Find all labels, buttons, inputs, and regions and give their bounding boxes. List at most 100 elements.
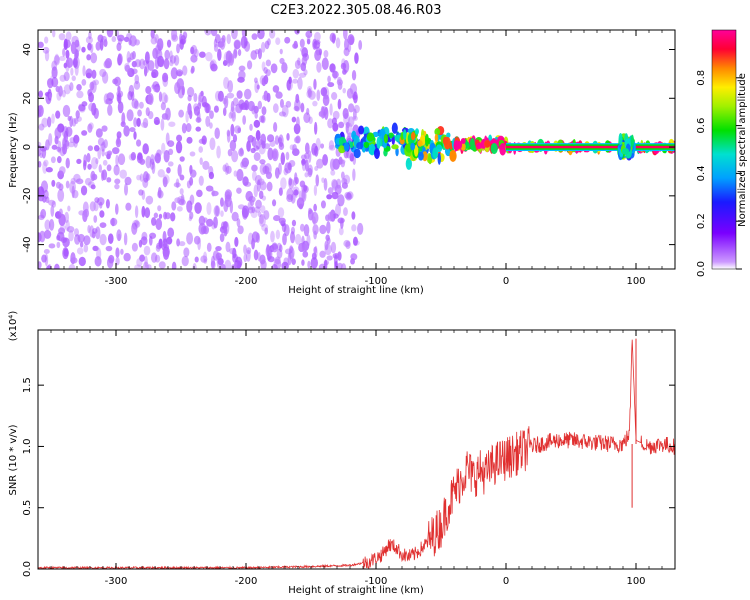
spectrogram-cell [58,85,63,97]
spectrogram-cell [224,259,232,269]
spectrogram-cell [48,243,56,249]
spectrogram-cell [95,128,103,138]
spectrogram-cell [424,133,429,147]
spectrogram-cell [283,167,289,176]
spectrogram-cell [87,225,91,234]
spectrogram-cell [74,49,80,59]
spectrogram-cell [74,228,80,237]
spectrogram-cell [238,148,245,157]
spectrogram-cell [318,111,324,117]
spectrogram-cell [61,89,66,98]
spectrogram-cell [376,136,381,150]
spectrogram-cell [300,102,305,113]
spectrogram-cell [158,213,163,219]
spectrogram-cell [123,232,128,246]
spectrogram-cell [297,76,303,90]
spectrogram-cell [337,262,343,269]
spectrogram-cell [383,133,389,144]
spectrogram-cell [47,116,52,128]
spectrogram-cell [293,40,298,49]
spectrogram-cell [352,108,357,120]
spectrogram-cell [142,171,149,183]
spectrogram-cell [352,115,358,122]
spectrogram-x-tick-label: 0 [503,276,509,287]
spectrogram-cell [220,210,224,217]
spectrogram-cell [114,178,121,185]
spectrogram-cell [226,130,231,143]
spectrogram-cell [457,141,463,150]
spectrogram-cell [80,185,88,196]
spectrogram-cell [76,90,84,99]
spectrogram-cell [410,142,416,151]
spectrogram-cell [228,111,233,119]
spectrogram-cell [311,211,319,224]
spectrogram-cell [213,205,221,217]
spectrogram-cell [177,164,182,177]
spectrogram-cell [99,68,107,78]
spectrogram-cell [343,47,350,57]
spectrogram-cell [299,180,306,188]
snr-x-tick-label: 100 [626,576,645,587]
spectrogram-cell [190,46,195,55]
spectrogram-cell [186,232,194,245]
spectrogram-cell [308,150,312,163]
spectrogram-cell [134,205,139,219]
spectrogram-cell [119,169,128,179]
spectrogram-cell [356,141,364,150]
spectrogram-cell [56,146,61,152]
spectrogram-cell [313,246,318,254]
spectrogram-cell [348,103,355,113]
spectrogram-cell [175,178,180,189]
spectrogram-cell [410,132,416,141]
spectrogram-cell [200,255,208,263]
spectrogram-cell [232,97,239,107]
spectrogram-cell [125,202,132,211]
spectrogram-cell [153,212,159,219]
spectrogram-cell [139,158,146,165]
spectrogram-cell [319,250,326,258]
colorbar-tick-label: 0.8 [696,70,707,86]
spectrogram-cell [136,117,141,128]
spectrogram-cell [330,169,336,176]
spectrogram-cell [271,264,278,269]
spectrogram-cell [57,188,65,202]
spectrogram-cell [179,188,184,195]
spectrogram-cell [261,106,267,116]
spectrogram-cell [121,112,126,125]
spectrogram-cell [338,227,344,236]
spectrogram-cell [213,216,218,229]
spectrogram-cell [62,143,68,155]
spectrogram-cell [284,36,291,44]
spectrogram-cell [259,163,267,175]
spectrogram-cell [281,261,289,269]
spectrogram-cell [55,181,62,189]
spectrogram-cell [214,34,221,44]
spectrogram-cell [331,92,338,100]
spectrogram-cell [233,261,238,268]
spectrogram-cell [92,245,99,252]
spectrogram-cell [45,196,50,204]
spectrogram-cell [156,242,163,250]
spectrogram-cell [293,189,299,196]
spectrogram-cell [288,178,295,190]
spectrogram-cell [182,65,188,76]
spectrogram-cell [258,190,264,200]
spectrogram-cell [243,37,249,47]
spectrogram-cell [229,139,237,152]
spectrogram-cell [123,252,131,262]
spectrogram-cell [185,123,192,133]
spectrogram-cell [337,217,345,224]
spectrogram-cell [62,104,71,118]
spectrogram-cell [40,208,47,219]
spectrogram-cell [321,106,328,116]
spectrogram-cell [322,154,329,166]
spectrogram-cell [211,189,215,197]
spectrogram-cell [99,39,104,51]
spectrogram-cell [243,253,248,263]
spectrogram-cell [281,104,289,118]
spectrogram-cell [253,119,261,128]
spectrogram-cell [165,132,170,145]
spectrogram-cell [201,135,207,145]
spectrogram-cell [323,50,329,58]
spectrogram-cell [295,135,301,144]
